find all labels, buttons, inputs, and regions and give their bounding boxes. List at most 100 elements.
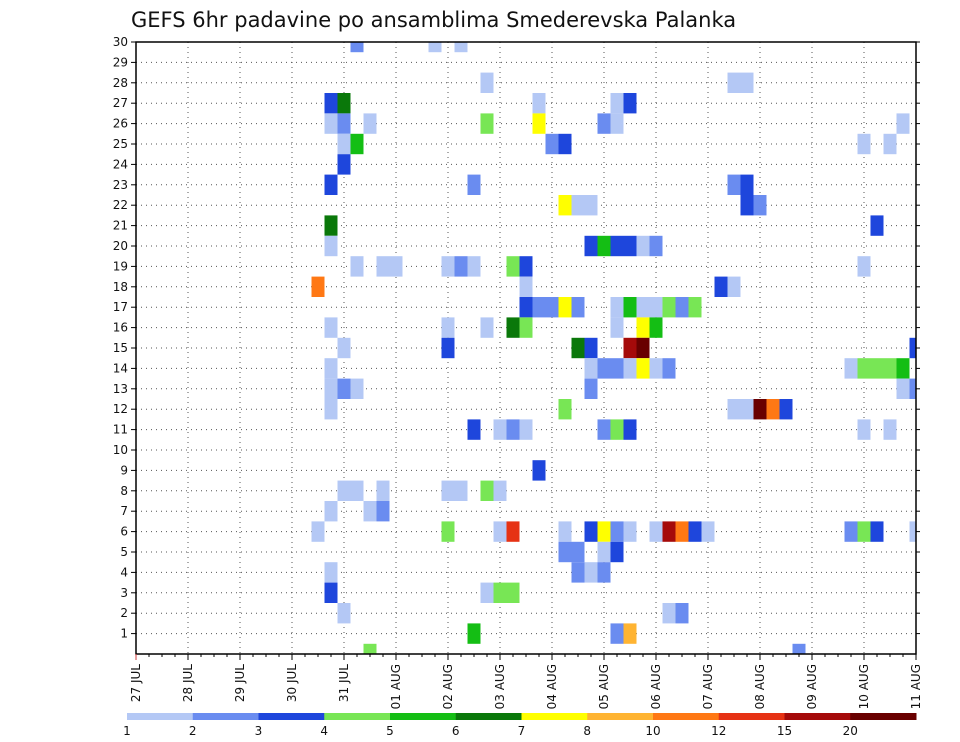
precip-cell [727, 276, 741, 297]
colorbar-label: 7 [518, 724, 526, 738]
y-tick-label: 13 [113, 382, 128, 396]
precip-cell [610, 317, 624, 338]
precip-cell [753, 195, 767, 216]
precip-cell [727, 174, 741, 195]
precip-cell [337, 378, 351, 399]
y-tick-label: 9 [120, 463, 128, 477]
x-tick-label: 01 AUG [389, 664, 403, 709]
precip-cell [506, 317, 520, 338]
precip-cell [740, 72, 754, 93]
y-tick-label: 20 [113, 239, 128, 253]
precip-cell [909, 521, 916, 542]
precip-cell [597, 113, 611, 134]
precip-cell [337, 480, 351, 501]
y-tick-label: 3 [120, 586, 128, 600]
y-tick-label: 24 [113, 157, 128, 171]
precip-cell [584, 358, 598, 379]
precip-cell [610, 419, 624, 440]
precip-cell [324, 358, 338, 379]
colorbar-swatch [258, 713, 325, 720]
precip-cell [324, 501, 338, 522]
y-tick-label: 26 [113, 117, 128, 131]
colorbar-swatch [784, 713, 851, 720]
colorbar-swatch [850, 713, 917, 720]
precip-cell [467, 174, 481, 195]
precip-cell [363, 643, 377, 654]
precip-cell [506, 582, 520, 603]
y-tick-label: 17 [113, 300, 128, 314]
precip-cell [311, 521, 325, 542]
precip-cell [558, 195, 572, 216]
y-tick-label: 27 [113, 96, 128, 110]
precip-cell [623, 419, 637, 440]
precip-cell [636, 358, 650, 379]
precip-cell [558, 133, 572, 155]
precip-cell [506, 521, 520, 542]
colorbar-swatch [192, 713, 259, 720]
precip-cell [480, 317, 494, 338]
precip-cell [857, 419, 871, 440]
precip-cell [610, 521, 624, 542]
y-tick-label: 10 [113, 443, 128, 457]
precip-cell [441, 521, 455, 542]
x-tick-label: 03 AUG [493, 664, 507, 709]
precip-cell [597, 541, 611, 563]
precip-cell [896, 113, 910, 134]
precip-cell [376, 256, 390, 277]
colorbar-legend: 1 2 3 4 5 6 7 8 10 12 15 20 [123, 713, 917, 738]
precip-cell [337, 337, 351, 359]
colorbar-label: 2 [189, 724, 197, 738]
y-tick-label: 28 [113, 76, 128, 90]
precip-cell [857, 358, 871, 379]
precip-cell [623, 358, 637, 379]
precip-cell [311, 276, 325, 297]
precip-cell [597, 562, 611, 583]
precip-cell [350, 378, 364, 399]
precip-cell [688, 297, 702, 318]
precip-cell [584, 195, 598, 216]
precip-cell [792, 643, 806, 654]
precip-cell [467, 256, 481, 277]
precip-cell [506, 419, 520, 440]
precip-cell [441, 337, 455, 359]
precip-cell [662, 603, 676, 624]
precip-cell [844, 521, 858, 542]
precip-cell [766, 399, 780, 420]
precip-cell [740, 195, 754, 216]
precip-cell [649, 317, 663, 338]
colorbar-swatch [718, 713, 785, 720]
precip-cell [480, 72, 494, 93]
precip-cell [480, 480, 494, 501]
precip-cell [493, 582, 507, 603]
precip-cell [337, 93, 351, 114]
precip-cell [636, 317, 650, 338]
precip-cell [896, 358, 910, 379]
precip-cell [584, 521, 598, 542]
precip-cell [675, 297, 689, 318]
precip-cell [584, 378, 598, 399]
colorbar-label: 10 [645, 724, 660, 738]
precip-cell [623, 297, 637, 318]
precip-cell [454, 256, 468, 277]
x-tick-label: 27 JUL [129, 664, 143, 702]
precip-cell [584, 235, 598, 257]
colorbar-label: 6 [452, 724, 460, 738]
precip-cell [441, 480, 455, 501]
precip-cell [662, 521, 676, 542]
precip-cell [350, 133, 364, 155]
precip-cell [337, 603, 351, 624]
x-tick-label: 29 JUL [233, 664, 247, 702]
precip-cell [675, 521, 689, 542]
y-axis-ticks: 1234567891011121314151617181920212223242… [113, 35, 920, 641]
precip-cell [519, 276, 533, 297]
precip-cell [454, 42, 468, 53]
precip-cell [883, 419, 897, 440]
precip-cell [519, 317, 533, 338]
precip-cell [428, 42, 442, 53]
x-tick-label: 09 AUG [805, 664, 819, 709]
precip-cell [870, 215, 884, 236]
y-tick-label: 29 [113, 55, 128, 69]
y-tick-label: 22 [113, 198, 128, 212]
colorbar-label: 1 [123, 724, 131, 738]
y-tick-label: 19 [113, 259, 128, 273]
